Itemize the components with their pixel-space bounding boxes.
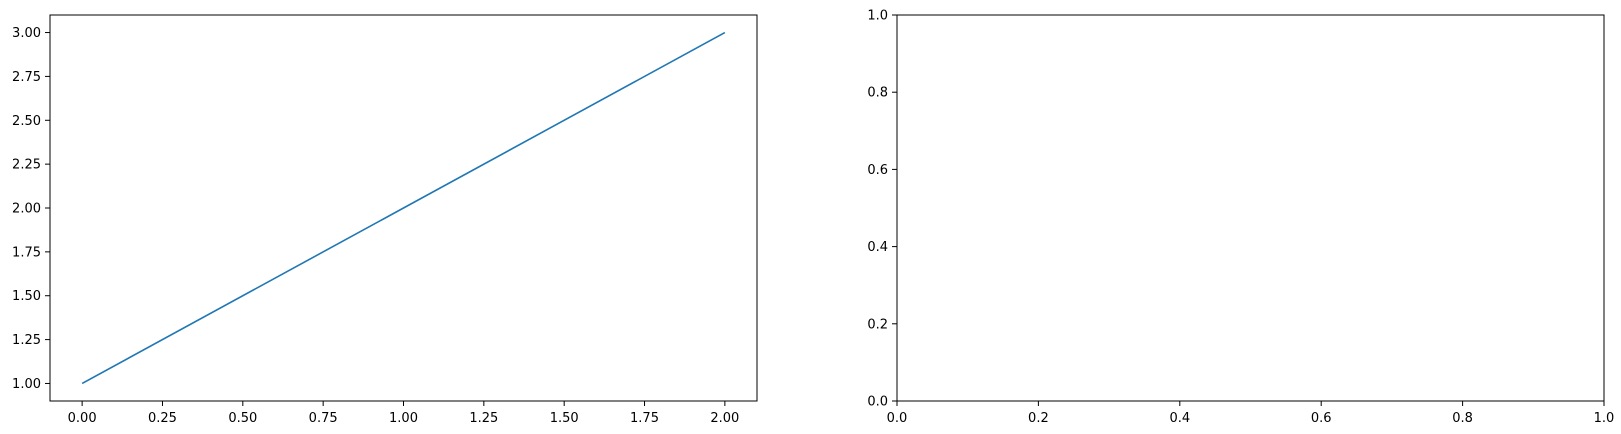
x-tick-label: 1.75 — [630, 411, 659, 426]
y-tick-label: 0.0 — [867, 395, 888, 410]
x-tick-label: 0.00 — [68, 411, 97, 426]
y-tick-label: 1.25 — [12, 333, 41, 348]
x-tick-label: 0.75 — [309, 411, 338, 426]
y-tick-label: 0.6 — [867, 163, 888, 178]
y-tick-label: 1.75 — [12, 245, 41, 260]
x-tick-label: 0.6 — [1311, 411, 1332, 426]
y-tick-label: 1.50 — [12, 289, 41, 304]
y-tick-label: 2.00 — [12, 202, 41, 217]
x-tick-label: 0.25 — [148, 411, 177, 426]
series-line-0 — [81, 31, 726, 385]
x-tick-label: 0.0 — [887, 411, 908, 426]
left-axes: 0.00 0.25 0.50 0.75 1.00 1.25 1.50 1.75 2.00 1.00… — [12, 14, 758, 426]
x-tick-label: 0.50 — [228, 411, 257, 426]
x-tick-label: 1.0 — [1594, 411, 1615, 426]
x-tick-label: 1.25 — [469, 411, 498, 426]
x-tick-label: 1.00 — [389, 411, 418, 426]
y-tick-label: 2.75 — [12, 70, 41, 85]
right-axes: 0.0 0.2 0.4 0.6 0.8 1.0 0.0 0.2 0.4 0.6 0.8 1.0 — [867, 9, 1614, 427]
y-tick-label: 1.00 — [12, 377, 41, 392]
y-tick-label: 1.0 — [867, 9, 888, 24]
y-tick-label: 2.25 — [12, 158, 41, 173]
x-tick-label: 2.00 — [710, 411, 739, 426]
x-tick-label: 1.50 — [550, 411, 579, 426]
axes-frame — [896, 14, 1605, 402]
x-tick-label: 0.8 — [1452, 411, 1473, 426]
y-tick-label: 0.8 — [867, 86, 888, 101]
y-tick-label: 0.2 — [867, 317, 888, 332]
y-tick-label: 2.50 — [12, 114, 41, 129]
y-tick-label: 0.4 — [867, 240, 888, 255]
x-tick-label: 0.4 — [1169, 411, 1190, 426]
x-tick-label: 0.2 — [1028, 411, 1049, 426]
y-tick-label: 3.00 — [12, 26, 41, 41]
